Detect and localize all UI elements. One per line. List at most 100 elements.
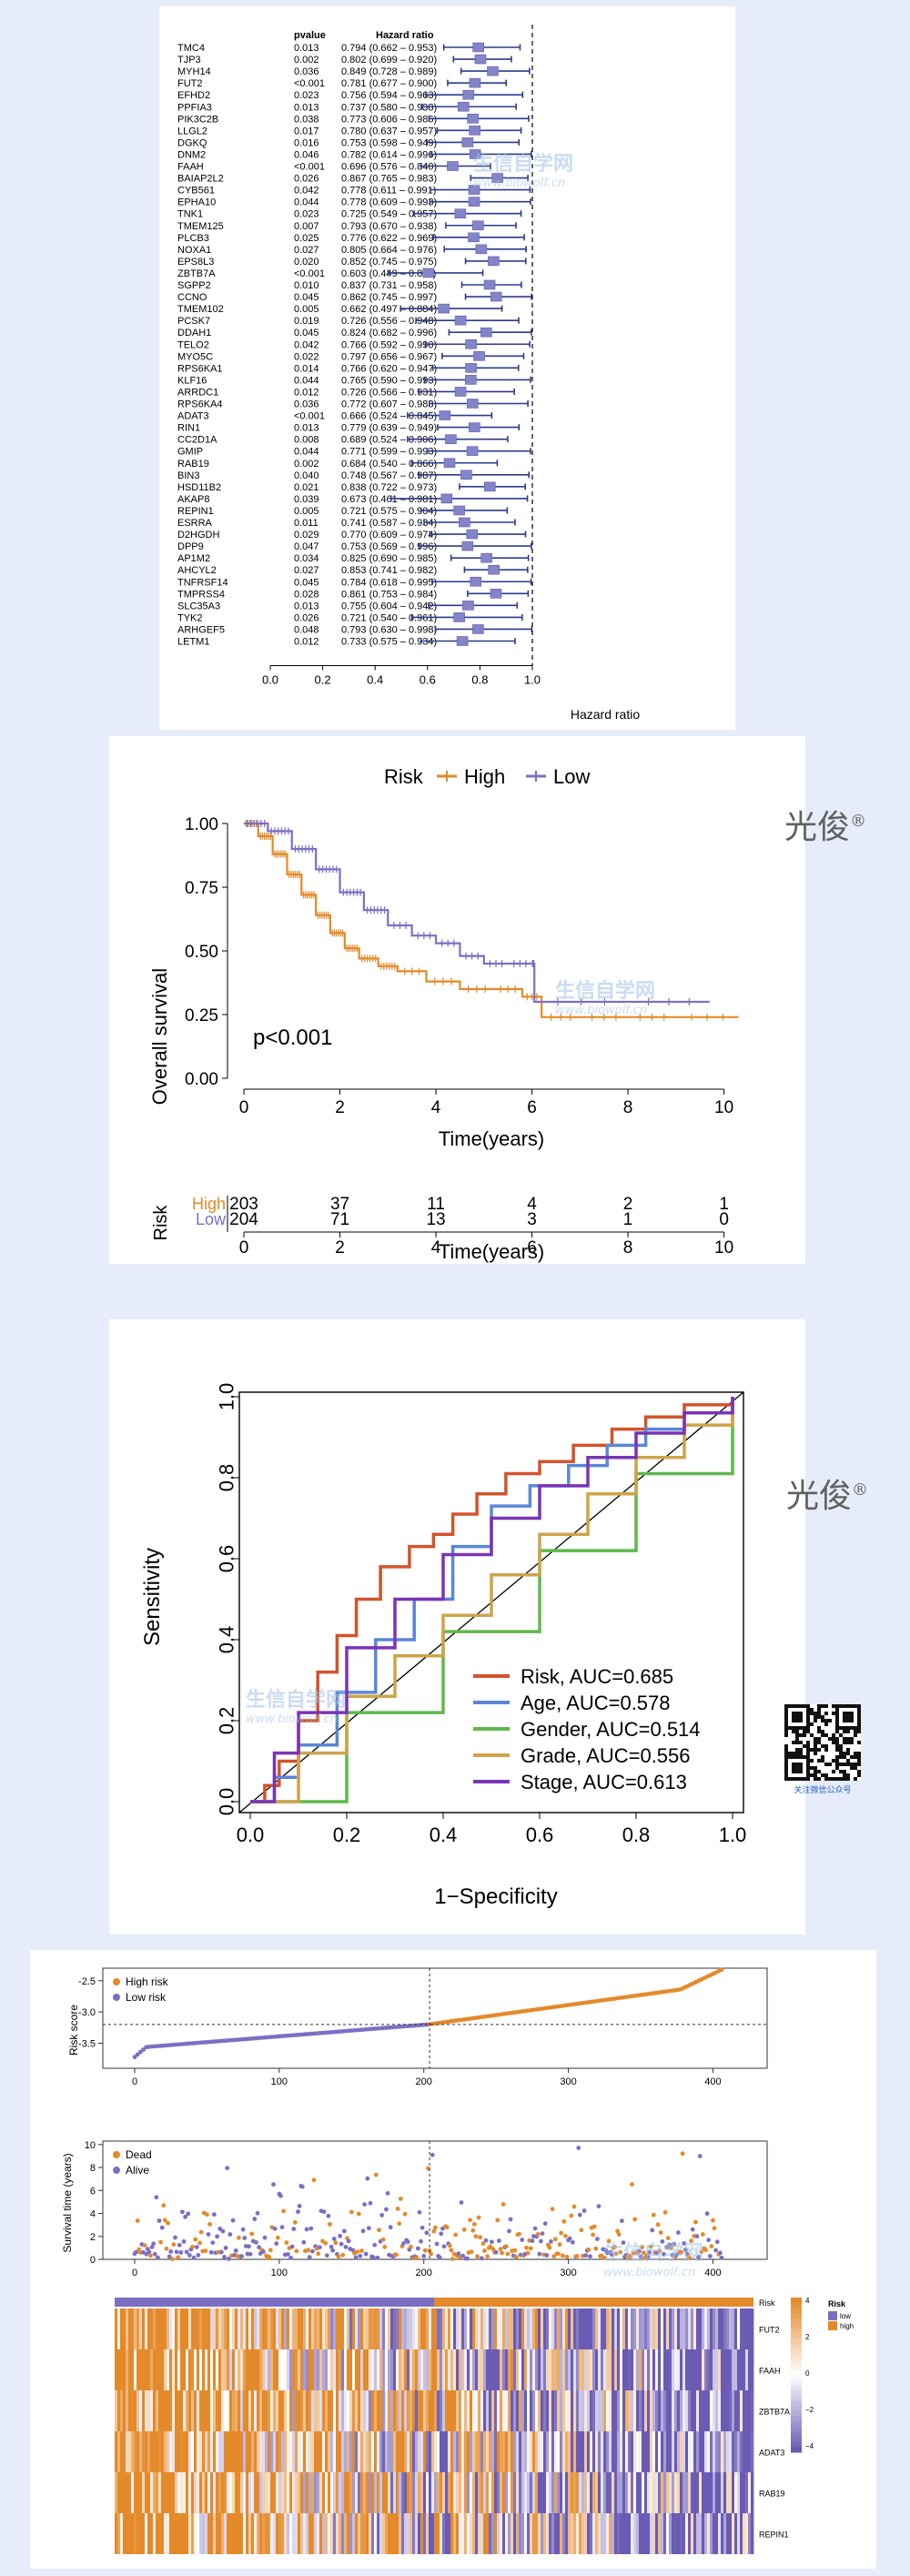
- heatmap-cell: [494, 2513, 498, 2554]
- survival-point: [621, 2240, 626, 2246]
- heatmap-cell: [532, 2513, 536, 2554]
- survival-point: [424, 2230, 430, 2236]
- heatmap-cell: [358, 2472, 361, 2513]
- survival-point: [714, 2239, 720, 2245]
- roc-y-tick-label: 0.0: [216, 1788, 238, 1816]
- km-panel: Risk High Low 0 2 4 6 8 10 0.00 0.25 0.50 0.75 1.00 …: [109, 736, 805, 1264]
- qr-module: [828, 1737, 832, 1741]
- qr-module: [821, 1730, 824, 1733]
- heatmap-cell: [385, 2472, 389, 2513]
- heatmap-cell: [557, 2390, 561, 2431]
- heatmap-cell: [549, 2308, 552, 2349]
- survival-point: [230, 2217, 236, 2223]
- heatmap-cell: [287, 2431, 290, 2472]
- forest-pvalue: <0.001: [294, 78, 325, 89]
- heatmap-cell: [691, 2390, 694, 2431]
- survival-point: [503, 2244, 509, 2249]
- heatmap-cell: [592, 2308, 596, 2349]
- qr-module: [835, 1766, 839, 1770]
- heatmap-cell: [276, 2431, 279, 2472]
- qr-module: [839, 1704, 843, 1708]
- heatmap-cell: [554, 2308, 558, 2349]
- heatmap-cell: [156, 2390, 159, 2431]
- heatmap-cell: [186, 2349, 189, 2390]
- heatmap-cell: [399, 2431, 402, 2472]
- heatmap-cell: [612, 2513, 615, 2554]
- heatmap-cell: [349, 2431, 353, 2472]
- heatmap-cell: [415, 2513, 419, 2554]
- heatmap-cell: [718, 2431, 722, 2472]
- heatmap-colorbar-segment: [791, 2359, 802, 2366]
- heatmap-cell: [551, 2472, 555, 2513]
- heatmap-cell: [418, 2349, 421, 2390]
- survival-point: [674, 2252, 680, 2258]
- survival-point: [421, 2253, 427, 2258]
- heatmap-cell: [115, 2390, 118, 2431]
- roc-x-tick-label: 1.0: [719, 1823, 747, 1846]
- heatmap-cell: [606, 2349, 610, 2390]
- qr-module: [795, 1755, 799, 1759]
- forest-gene-label: PIK3C2B: [177, 114, 218, 125]
- survival-point: [471, 2222, 477, 2227]
- qr-module: [832, 1759, 835, 1763]
- heatmap-cell: [153, 2431, 157, 2472]
- heatmap-cell: [418, 2308, 421, 2349]
- heatmap-cell: [685, 2349, 689, 2390]
- survival-point: [197, 2240, 202, 2246]
- heatmap-cell: [486, 2308, 490, 2349]
- survival-point: [512, 2248, 518, 2253]
- heatmap-cell: [224, 2472, 228, 2513]
- heatmap-cell: [745, 2390, 749, 2431]
- heatmap-cell: [393, 2308, 397, 2349]
- heatmap-cell: [235, 2513, 238, 2554]
- forest-gene-label: EPHA10: [177, 197, 216, 208]
- qr-module: [850, 1755, 854, 1759]
- heatmap-cell: [377, 2308, 380, 2349]
- heatmap-cell: [366, 2308, 369, 2349]
- risk-table-cell: 4: [527, 1195, 537, 1214]
- heatmap-cell: [344, 2349, 348, 2390]
- heatmap-colorbar-tick: −2: [805, 2406, 814, 2414]
- qr-module: [806, 1766, 810, 1770]
- survival-point: [693, 2219, 698, 2225]
- heatmap-cell: [475, 2513, 479, 2554]
- heatmap-cell: [723, 2513, 727, 2554]
- heatmap-cell: [128, 2513, 132, 2554]
- heatmap-cell: [437, 2472, 440, 2513]
- heatmap-cell: [273, 2308, 277, 2349]
- survival-point: [190, 2244, 195, 2249]
- heatmap-cell: [218, 2349, 222, 2390]
- heatmap-cell: [658, 2349, 662, 2390]
- heatmap-cell: [423, 2349, 427, 2390]
- heatmap-cell: [262, 2472, 266, 2513]
- heatmap-cell: [336, 2308, 339, 2349]
- heatmap-cell: [284, 2308, 288, 2349]
- heatmap-cell: [183, 2513, 187, 2554]
- heatmap-cell: [232, 2513, 236, 2554]
- forest-gene-label: CC2D1A: [177, 435, 217, 446]
- survival-point: [433, 2225, 438, 2230]
- survival-point: [414, 2255, 420, 2260]
- heatmap-cell: [748, 2308, 752, 2349]
- heatmap-risk-legend-swatch: [828, 2321, 837, 2330]
- qr-module: [824, 1712, 828, 1715]
- heatmap-cell: [213, 2390, 217, 2431]
- survival-point: [668, 2245, 673, 2250]
- heatmap-cell: [191, 2472, 195, 2513]
- heatmap-cell: [341, 2472, 345, 2513]
- heatmap-cell: [672, 2472, 675, 2513]
- heatmap-cell: [431, 2308, 435, 2349]
- heatmap-cell: [453, 2513, 457, 2554]
- forest-point: [488, 564, 500, 575]
- survival-point: [478, 2235, 483, 2240]
- forest-hr-text: 0.793 (0.670 – 0.938): [341, 221, 437, 232]
- heatmap-cell: [710, 2472, 713, 2513]
- heatmap-cell: [284, 2513, 288, 2554]
- heatmap-cell: [527, 2472, 531, 2513]
- heatmap-cell: [748, 2513, 752, 2554]
- heatmap-cell: [500, 2472, 503, 2513]
- forest-hr-text: 0.673 (0.461 – 0.981): [341, 494, 437, 505]
- heatmap-cell: [161, 2308, 165, 2349]
- heatmap-cell: [390, 2472, 394, 2513]
- qr-module: [814, 1766, 817, 1770]
